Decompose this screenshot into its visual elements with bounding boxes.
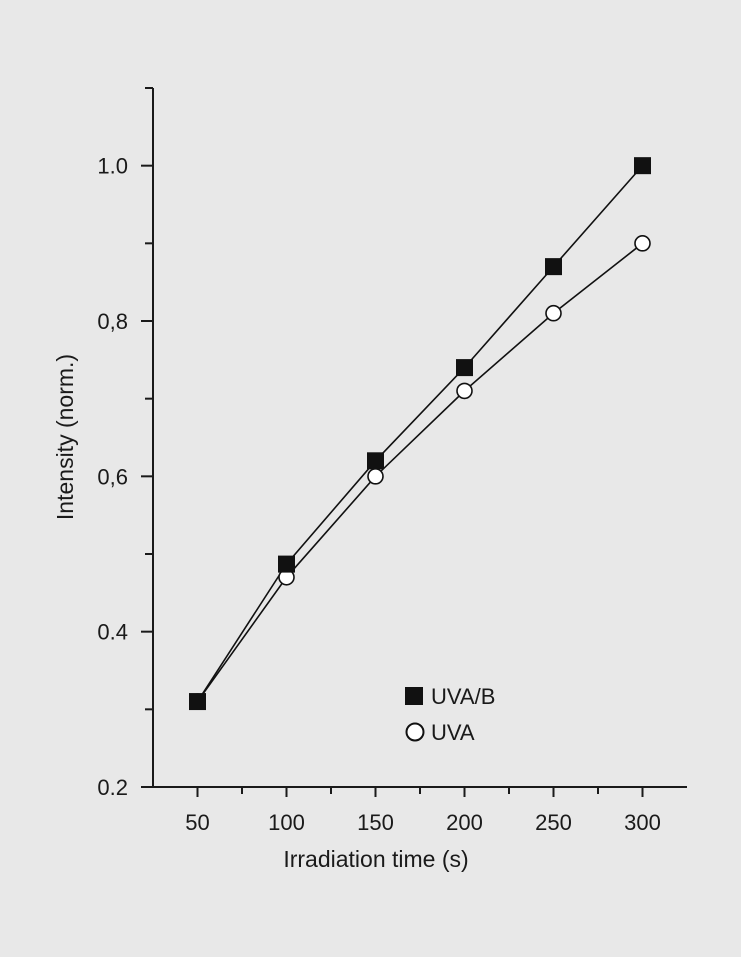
y-tick-label: 1.0: [97, 154, 128, 179]
x-tick-label: 300: [624, 810, 661, 835]
y-tick-label: 0.4: [97, 620, 128, 645]
legend: UVA/B UVA: [405, 684, 495, 745]
y-tick-label: 0.2: [97, 775, 128, 800]
legend-marker-uva-b: [405, 687, 423, 705]
data-point-uva: [456, 382, 473, 400]
data-point-uva-b: [278, 555, 295, 573]
x-tick-label: 200: [446, 810, 483, 835]
x-tick-label: 150: [357, 810, 394, 835]
x-tick-label: 50: [185, 810, 209, 835]
legend-label-uva: UVA: [431, 720, 475, 745]
x-axis-title: Irradiation time (s): [283, 846, 468, 872]
data-point-uva-b: [367, 452, 384, 470]
x-tick-label: 100: [268, 810, 305, 835]
series-line-uva-b: [196, 165, 644, 703]
legend-marker-uva: [405, 722, 425, 742]
data-point-uva: [367, 468, 384, 485]
y-axis-ticks: 0.2 0.4 0,6 0,8 1.0: [97, 87, 153, 800]
data-point-uva: [634, 235, 651, 252]
y-axis-title: Intensity (norm.): [52, 354, 78, 520]
data-point-uva-b: [634, 157, 651, 175]
x-tick-label: 250: [535, 810, 572, 835]
series-line-uva: [196, 242, 643, 703]
series-layer: [189, 157, 651, 711]
y-tick-label: 0,6: [97, 464, 128, 489]
data-point-uva: [545, 304, 562, 322]
data-point-uva-b: [456, 359, 473, 377]
y-tick-label: 0,8: [97, 309, 128, 334]
legend-label-uva-b: UVA/B: [431, 684, 495, 709]
data-point-uva-b: [189, 693, 206, 711]
data-point-uva-b: [545, 258, 562, 276]
x-axis-ticks: 50 100 150 200 250 300: [185, 787, 661, 835]
